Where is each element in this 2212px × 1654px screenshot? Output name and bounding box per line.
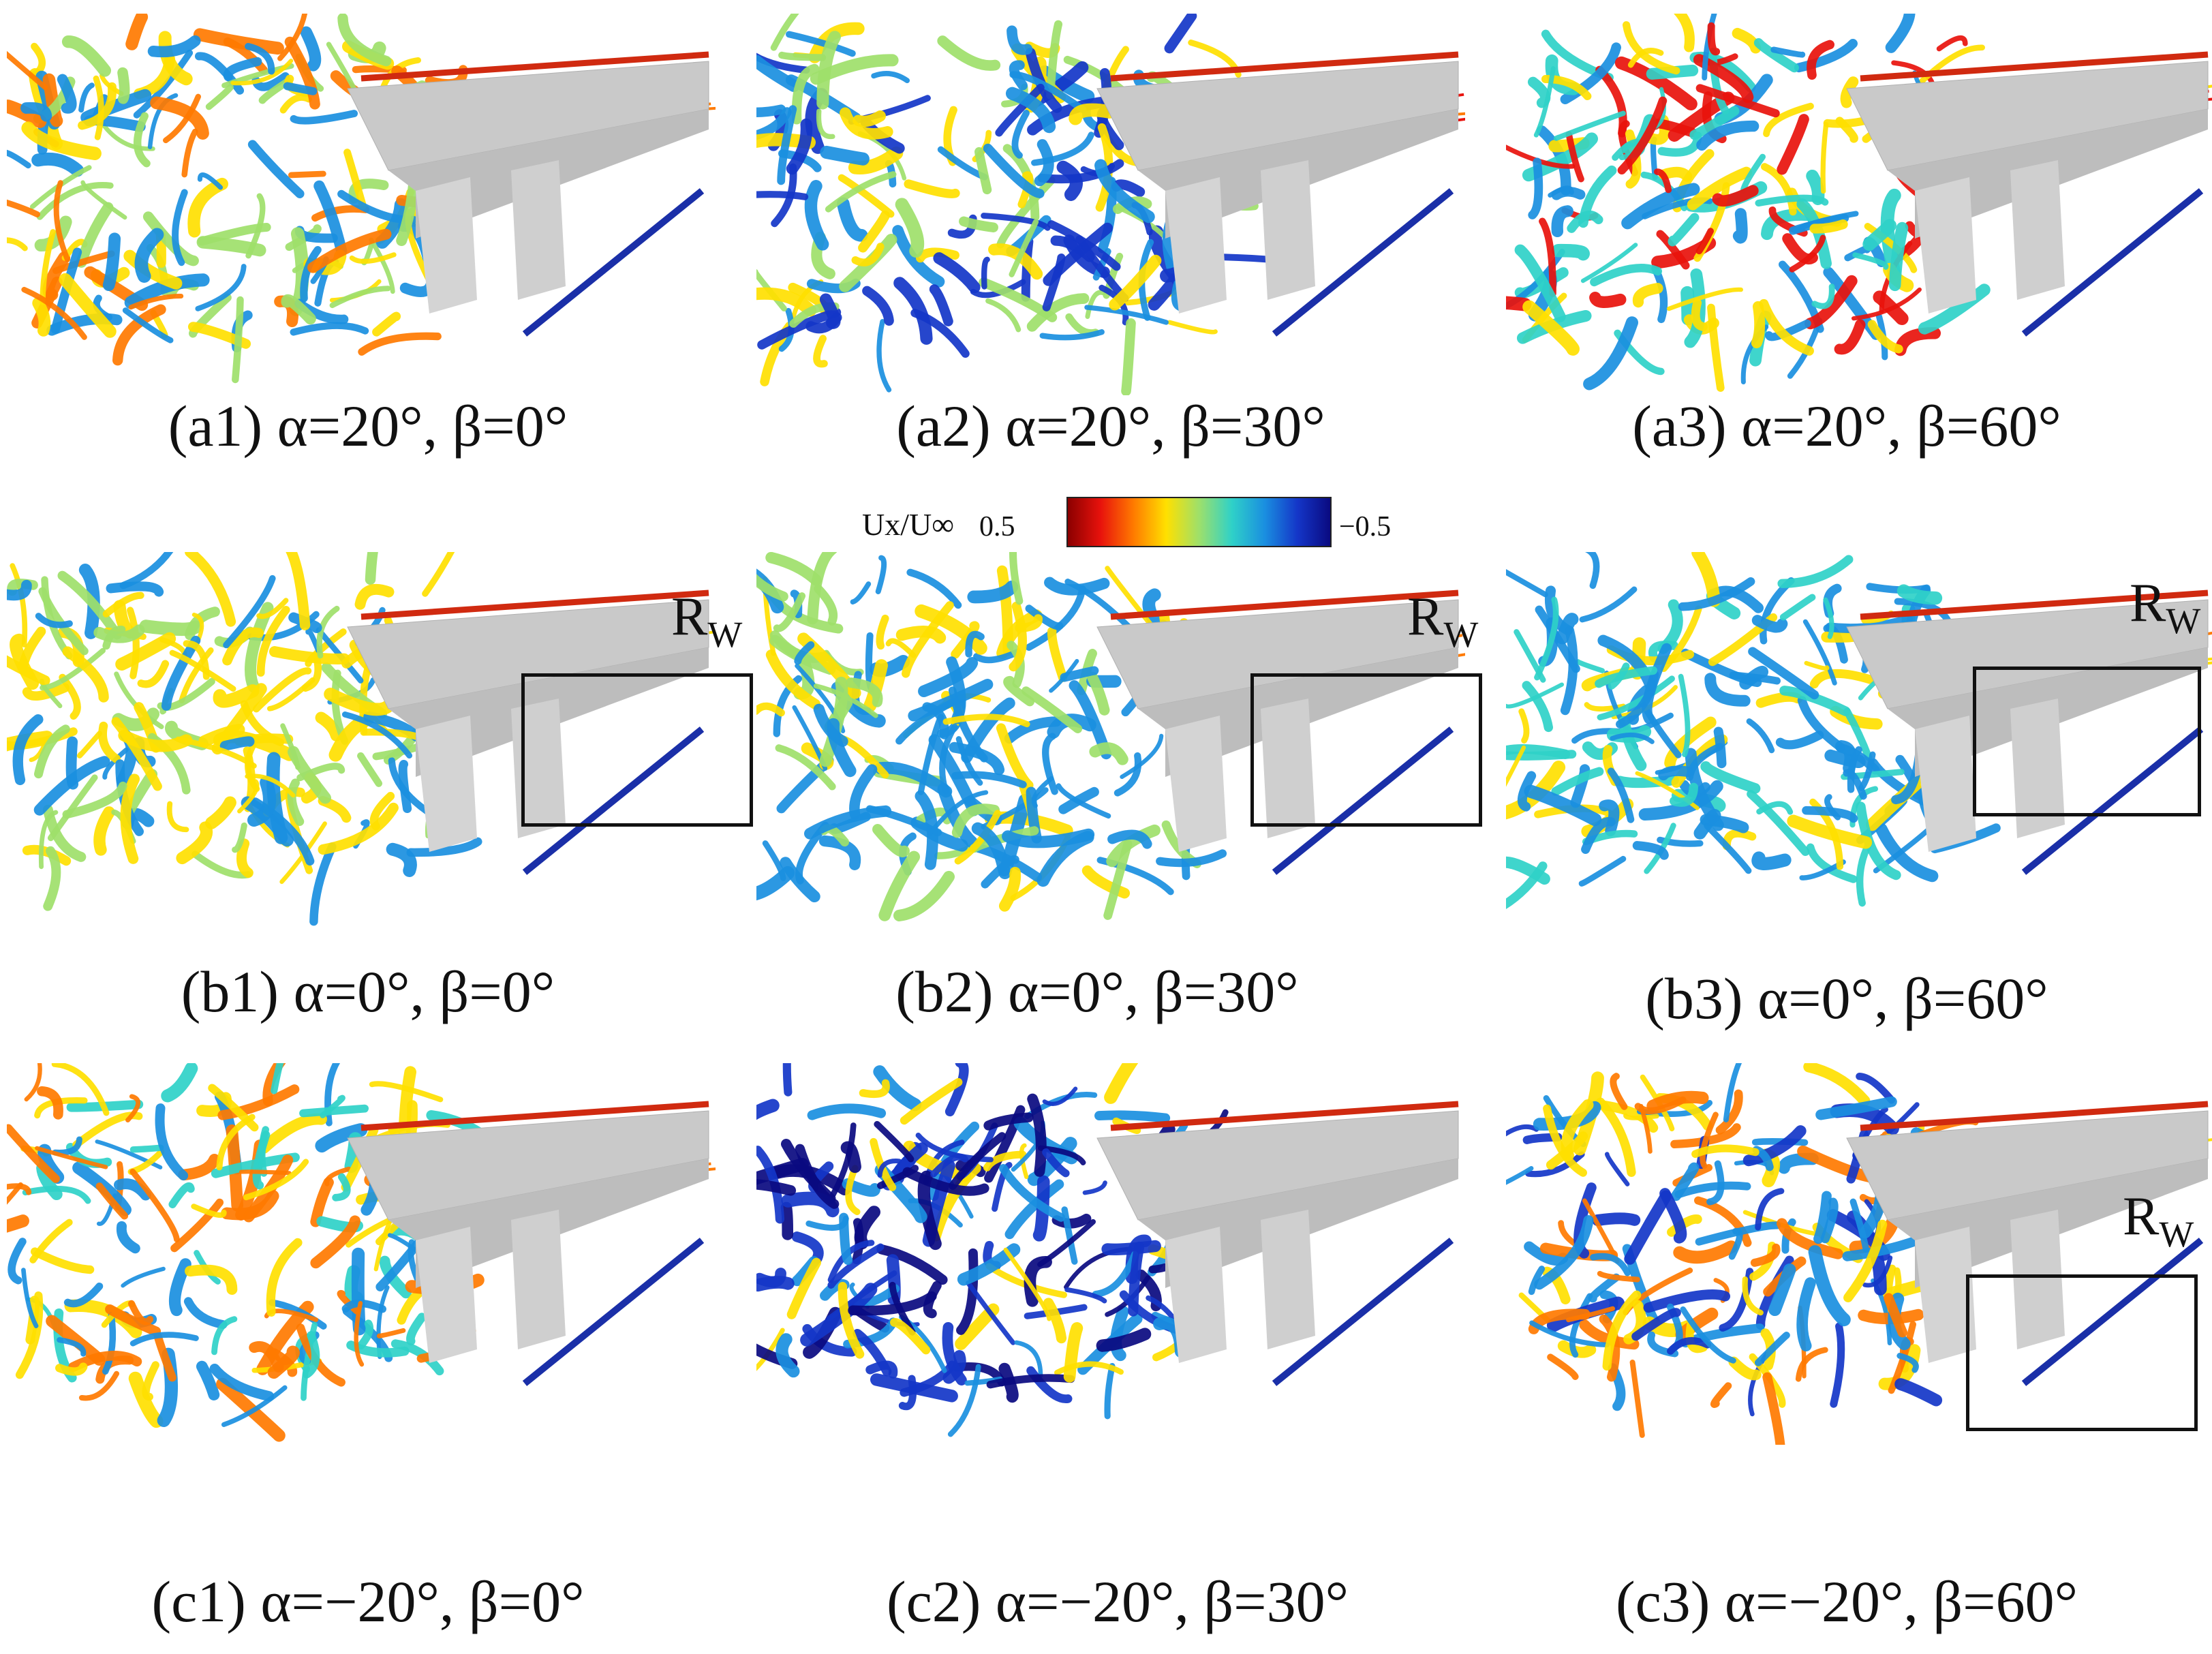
colorbar-left-value: 0.5 <box>979 511 1015 542</box>
bridge-deck <box>1096 1101 1459 1386</box>
caption-c1: (c1) α=−20°, β=0° <box>151 1569 585 1634</box>
bridge-deck <box>1096 51 1459 337</box>
panel-b3-vortex-image <box>1506 552 2212 934</box>
wake-vortices <box>7 14 716 384</box>
colorbar: Ux/U∞ 0.5 −0.5 <box>862 494 1407 549</box>
panel-a1-svg <box>7 14 716 384</box>
caption-b2: (b2) α=0°, β=30° <box>895 959 1299 1024</box>
panel-c1-svg <box>7 1063 716 1442</box>
bridge-deck <box>1096 589 1459 875</box>
bridge-deck <box>347 589 709 875</box>
bridge-deck <box>347 51 709 337</box>
panel-c2-vortex-image <box>756 1063 1465 1445</box>
rw-box-c3 <box>1966 1274 2198 1431</box>
panel-a2-vortex-image <box>756 14 1465 395</box>
rw-label-b3: RW <box>2130 573 2201 641</box>
colorbar-label: Ux/U∞ <box>862 507 955 542</box>
caption-a2: (a2) α=20°, β=30° <box>896 393 1325 459</box>
bridge-deck <box>1846 589 2209 875</box>
wake-vortices <box>756 1063 1445 1437</box>
panel-a1-vortex-image <box>7 14 716 395</box>
panel-b2-vortex-image <box>756 552 1465 934</box>
caption-b3: (b3) α=0°, β=60° <box>1645 966 2048 1031</box>
rw-box-b3 <box>1973 667 2201 816</box>
panel-b1-svg <box>7 552 716 926</box>
panel-c2-svg <box>756 1063 1459 1437</box>
bridge-deck <box>347 1101 709 1386</box>
caption-c3: (c3) α=−20°, β=60° <box>1615 1569 2078 1634</box>
panel-c1-vortex-image <box>7 1063 716 1445</box>
rw-label-b2: RW <box>1407 587 1479 655</box>
bridge-deck <box>1846 51 2209 337</box>
panel-b1-vortex-image <box>7 552 716 934</box>
panel-c3-svg <box>1506 1063 2212 1445</box>
panel-b3-svg <box>1506 552 2212 909</box>
caption-b1: (b1) α=0°, β=0° <box>181 959 555 1024</box>
bridge-deck <box>1846 1101 2209 1386</box>
panel-a3-vortex-image <box>1506 14 2212 395</box>
rw-label-b1: RW <box>671 587 743 655</box>
panel-c3-vortex-image <box>1506 1063 2212 1445</box>
wake-vortices <box>756 552 1465 921</box>
rw-box-b1 <box>521 673 753 827</box>
rw-label-c3: RW <box>2123 1186 2194 1255</box>
panel-a2-svg <box>756 14 1465 395</box>
colorbar-gradient <box>1066 497 1332 547</box>
caption-c2: (c2) α=−20°, β=30° <box>886 1569 1349 1634</box>
panel-a3-svg <box>1506 14 2212 392</box>
rw-box-b2 <box>1250 673 1482 827</box>
caption-a1: (a1) α=20°, β=0° <box>168 393 568 459</box>
colorbar-right-value: −0.5 <box>1339 511 1392 542</box>
panel-b2-svg <box>756 552 1465 921</box>
caption-a3: (a3) α=20°, β=60° <box>1632 393 2061 459</box>
